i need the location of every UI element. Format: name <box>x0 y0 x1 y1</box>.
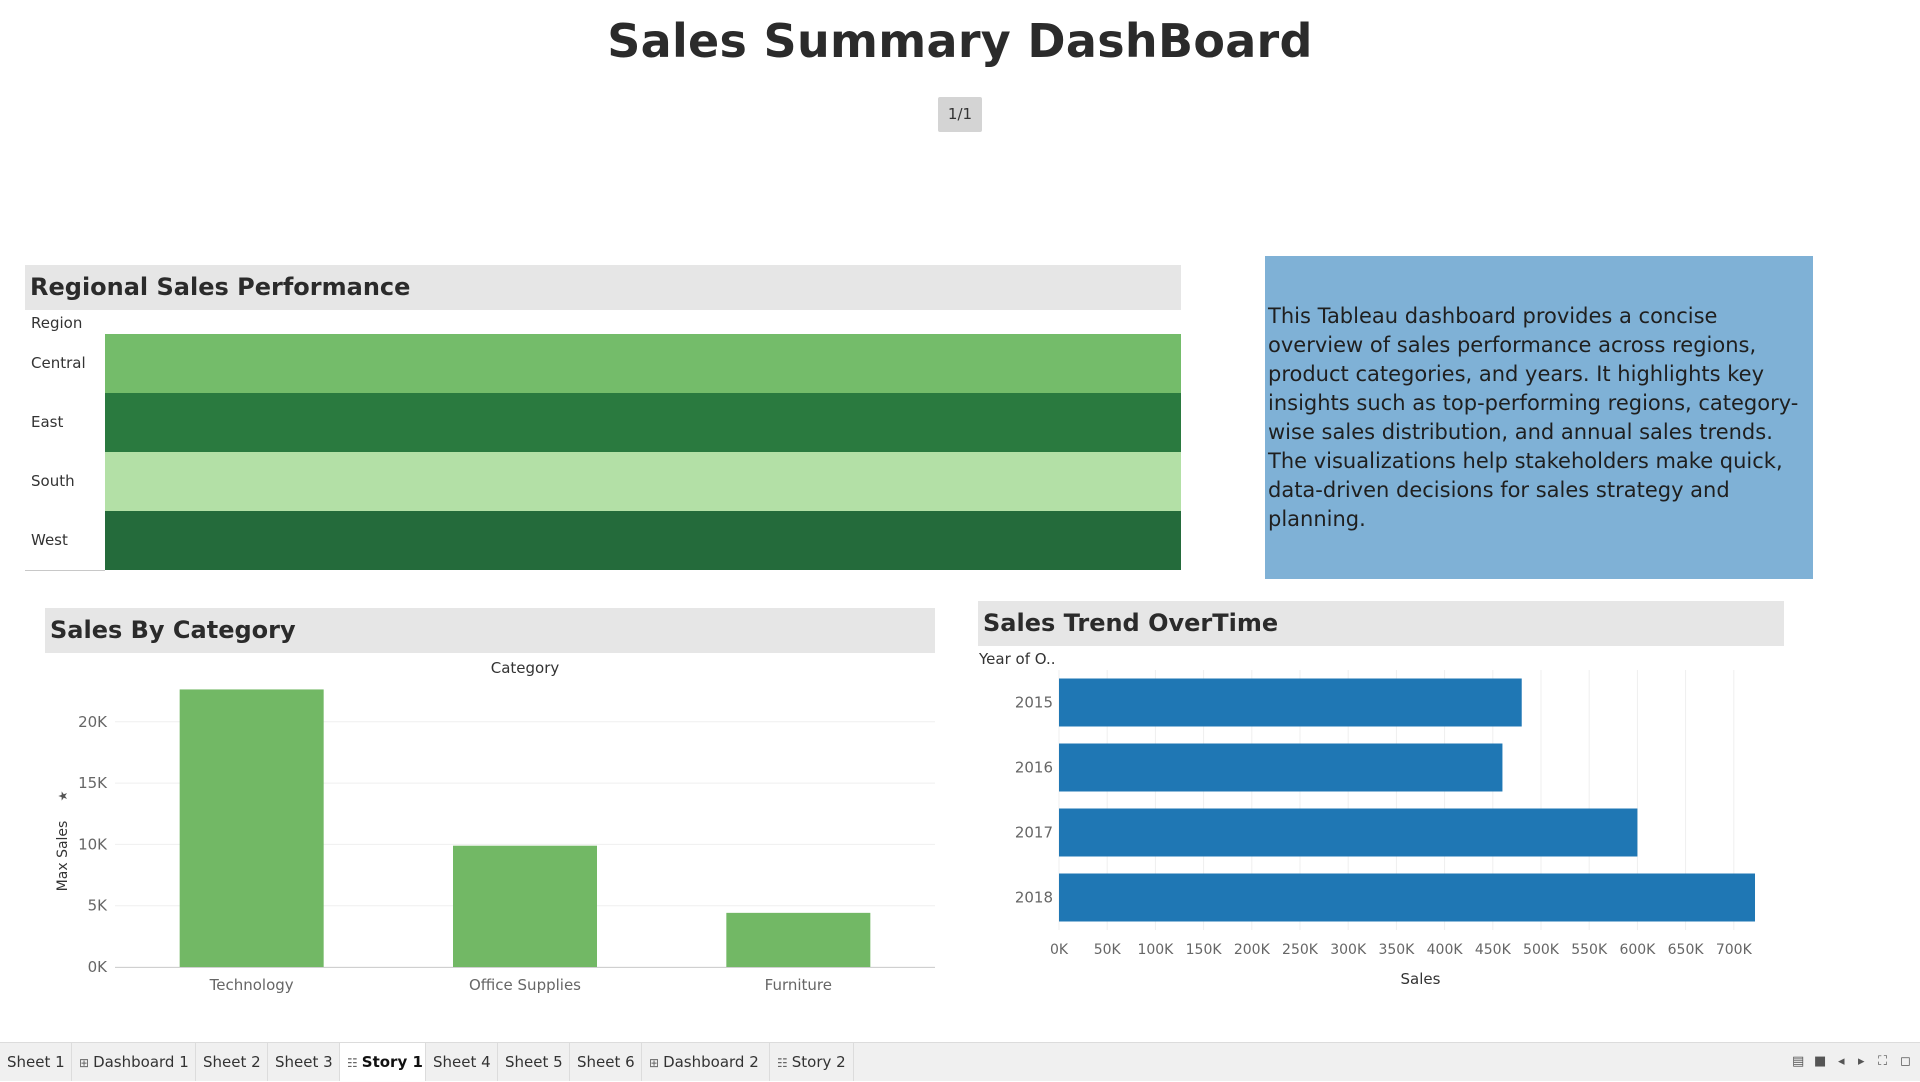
y-tick-label: 2015 <box>1015 694 1053 712</box>
x-tick-label: 100K <box>1137 942 1174 958</box>
tab-label: Dashboard 1 <box>93 1053 189 1071</box>
tab-sheet-3[interactable]: Sheet 3 <box>268 1043 340 1081</box>
x-axis-title: Sales <box>1401 970 1441 988</box>
y-tick-label: 15K <box>78 774 108 792</box>
category-bar[interactable] <box>726 912 871 967</box>
x-tick-label: 700K <box>1716 942 1753 958</box>
tab-story-2[interactable]: ☷ Story 2 <box>770 1043 854 1081</box>
book-icon: ☷ <box>347 1056 358 1070</box>
year-bar[interactable] <box>1059 808 1638 857</box>
region-heat-cell[interactable] <box>105 334 1181 393</box>
story-title: Sales Summary DashBoard <box>607 14 1313 68</box>
x-tick-label: 600K <box>1619 942 1656 958</box>
x-tick-label: 200K <box>1234 942 1271 958</box>
region-label: East <box>31 413 64 431</box>
category-header: Category <box>491 659 560 677</box>
year-bar[interactable] <box>1059 743 1503 792</box>
category-bar[interactable] <box>179 689 324 967</box>
regional-heatmap: Central East South West <box>25 334 1181 571</box>
x-tick-label: 450K <box>1475 942 1512 958</box>
tab-label: Story 2 <box>791 1053 846 1071</box>
region-axis-line <box>25 570 105 571</box>
year-header: Year of O.. <box>978 650 1056 668</box>
x-tick-label: 550K <box>1571 942 1608 958</box>
region-header: Region <box>31 314 83 332</box>
description-box: This Tableau dashboard provides a concis… <box>1265 256 1813 579</box>
x-tick-label: Office Supplies <box>469 976 581 994</box>
y-tick-label: 5K <box>88 897 109 915</box>
y-tick-label: 0K <box>88 958 109 976</box>
tab-dashboard-2[interactable]: ⊞ Dashboard 2 <box>642 1043 770 1081</box>
tab-label: Story 1 <box>361 1053 423 1071</box>
category-bar[interactable] <box>453 845 597 967</box>
tab-story-1[interactable]: ☷ Story 1 <box>340 1043 426 1081</box>
tab-dashboard-1[interactable]: ⊞ Dashboard 1 <box>72 1043 196 1081</box>
y-tick-label: 2017 <box>1015 824 1053 842</box>
show-sheet-sorter-icon[interactable]: ▤ <box>1792 1054 1805 1069</box>
y-tick-label: 2018 <box>1015 889 1053 907</box>
grid-icon: ⊞ <box>79 1056 90 1070</box>
tab-label: Sheet 4 <box>433 1053 491 1071</box>
tab-label: Dashboard 2 <box>663 1053 759 1071</box>
tab-label: Sheet 6 <box>577 1053 635 1071</box>
x-tick-label: 300K <box>1330 942 1367 958</box>
tab-label: Sheet 2 <box>203 1053 261 1071</box>
trend-bar-chart: Year of O.. 0K 50K 100K 150K 200K 250K 300K 350K… <box>978 650 1756 988</box>
category-panel-title: Sales By Category <box>45 608 935 653</box>
presentation-mode-icon[interactable]: ⛶ <box>1878 1054 1888 1069</box>
year-bar[interactable] <box>1059 678 1522 727</box>
region-heat-cell[interactable] <box>105 452 1181 511</box>
region-heat-cell[interactable] <box>105 393 1181 452</box>
story-point-button[interactable]: 1/1 <box>938 97 982 132</box>
year-bar[interactable] <box>1059 873 1756 922</box>
book-icon: ☷ <box>777 1056 788 1070</box>
sort-icon[interactable]: ★ <box>56 791 70 802</box>
x-tick-label: 250K <box>1282 942 1319 958</box>
region-label: Central <box>31 354 86 372</box>
x-tick-label: 150K <box>1186 942 1223 958</box>
region-heat-cell[interactable] <box>105 511 1181 570</box>
x-tick-label: Technology <box>209 976 294 994</box>
x-tick-label: 350K <box>1378 942 1415 958</box>
tab-sheet-1[interactable]: Sheet 1 <box>0 1043 72 1081</box>
x-tick-label: Furniture <box>765 976 832 994</box>
tab-sheet-4[interactable]: Sheet 4 <box>426 1043 498 1081</box>
show-filmstrip-icon[interactable]: ■ <box>1814 1054 1827 1069</box>
x-tick-label: 500K <box>1523 942 1560 958</box>
region-label: West <box>31 531 68 549</box>
regional-panel-title: Regional Sales Performance <box>25 265 1181 310</box>
tab-label: Sheet 1 <box>7 1053 65 1071</box>
y-tick-label: 2016 <box>1015 759 1053 777</box>
next-sheet-icon[interactable]: ▸ <box>1858 1054 1865 1069</box>
tab-sheet-2[interactable]: Sheet 2 <box>196 1043 268 1081</box>
tab-label: Sheet 3 <box>275 1053 333 1071</box>
y-tick-label: 10K <box>78 835 108 853</box>
x-tick-label: 650K <box>1668 942 1705 958</box>
category-bar-chart: Category 0K 5K 10K 15K 20K Max Sales ★ Technolog… <box>55 659 935 994</box>
trend-panel-title: Sales Trend OverTime <box>978 601 1784 646</box>
previous-sheet-icon[interactable]: ◂ <box>1838 1054 1845 1069</box>
y-tick-label: 20K <box>78 713 108 731</box>
region-label: South <box>31 472 75 490</box>
x-tick-label: 50K <box>1094 942 1122 958</box>
fullscreen-icon[interactable]: ◻ <box>1900 1054 1911 1069</box>
x-tick-label: 0K <box>1050 942 1069 958</box>
description-text: This Tableau dashboard provides a concis… <box>1268 304 1799 531</box>
grid-icon: ⊞ <box>649 1056 660 1070</box>
tab-sheet-6[interactable]: Sheet 6 <box>570 1043 642 1081</box>
tab-label: Sheet 5 <box>505 1053 563 1071</box>
sheet-tab-bar: Sheet 1 ⊞ Dashboard 1 Sheet 2 Sheet 3 ☷ Story … <box>0 1042 1920 1081</box>
y-axis-title: Max Sales <box>55 821 71 892</box>
x-tick-label: 400K <box>1427 942 1464 958</box>
tab-sheet-5[interactable]: Sheet 5 <box>498 1043 570 1081</box>
